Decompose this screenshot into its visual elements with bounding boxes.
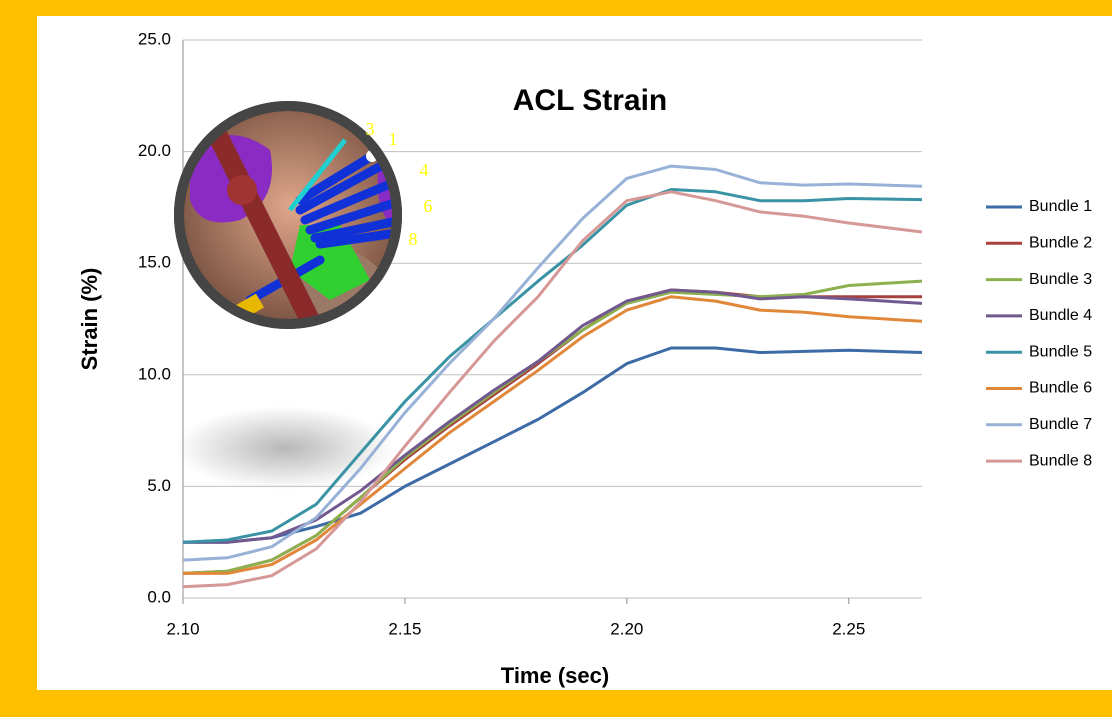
inset-label: 1 [389,129,398,149]
y-tick-label: 15.0 [138,253,171,272]
x-tick-label: 2.10 [166,619,199,638]
panel [37,16,1112,690]
y-tick-label: 20.0 [138,141,171,160]
inset-label: 3 [366,119,375,139]
y-tick-label: 0.0 [147,587,171,606]
legend-label: Bundle 2 [1029,235,1092,252]
legend-label: Bundle 1 [1029,198,1092,215]
chart: 3 1 4 6 8 ACL Strain Time (sec) Strain (… [0,0,1112,717]
x-axis-title: Time (sec) [501,663,609,688]
legend-label: Bundle 6 [1029,380,1092,397]
legend-label: Bundle 3 [1029,271,1092,288]
legend-label: Bundle 7 [1029,416,1092,433]
x-tick-label: 2.25 [832,619,865,638]
inset-label: 4 [420,160,429,180]
legend-label: Bundle 4 [1029,307,1092,324]
shadow [175,406,395,490]
legend-label: Bundle 5 [1029,343,1092,360]
y-tick-label: 25.0 [138,29,171,48]
inset-label: 8 [409,229,418,249]
x-tick-label: 2.20 [610,619,643,638]
legend-label: Bundle 8 [1029,452,1092,469]
page: {"chart_data": { "type": "line", "title"… [0,0,1112,717]
y-tick-label: 10.0 [138,364,171,383]
y-axis-title: Strain (%) [77,268,102,371]
x-tick-label: 2.15 [388,619,421,638]
chart-title: ACL Strain [513,84,667,117]
inset-label: 6 [424,196,433,216]
y-tick-label: 5.0 [147,476,171,495]
